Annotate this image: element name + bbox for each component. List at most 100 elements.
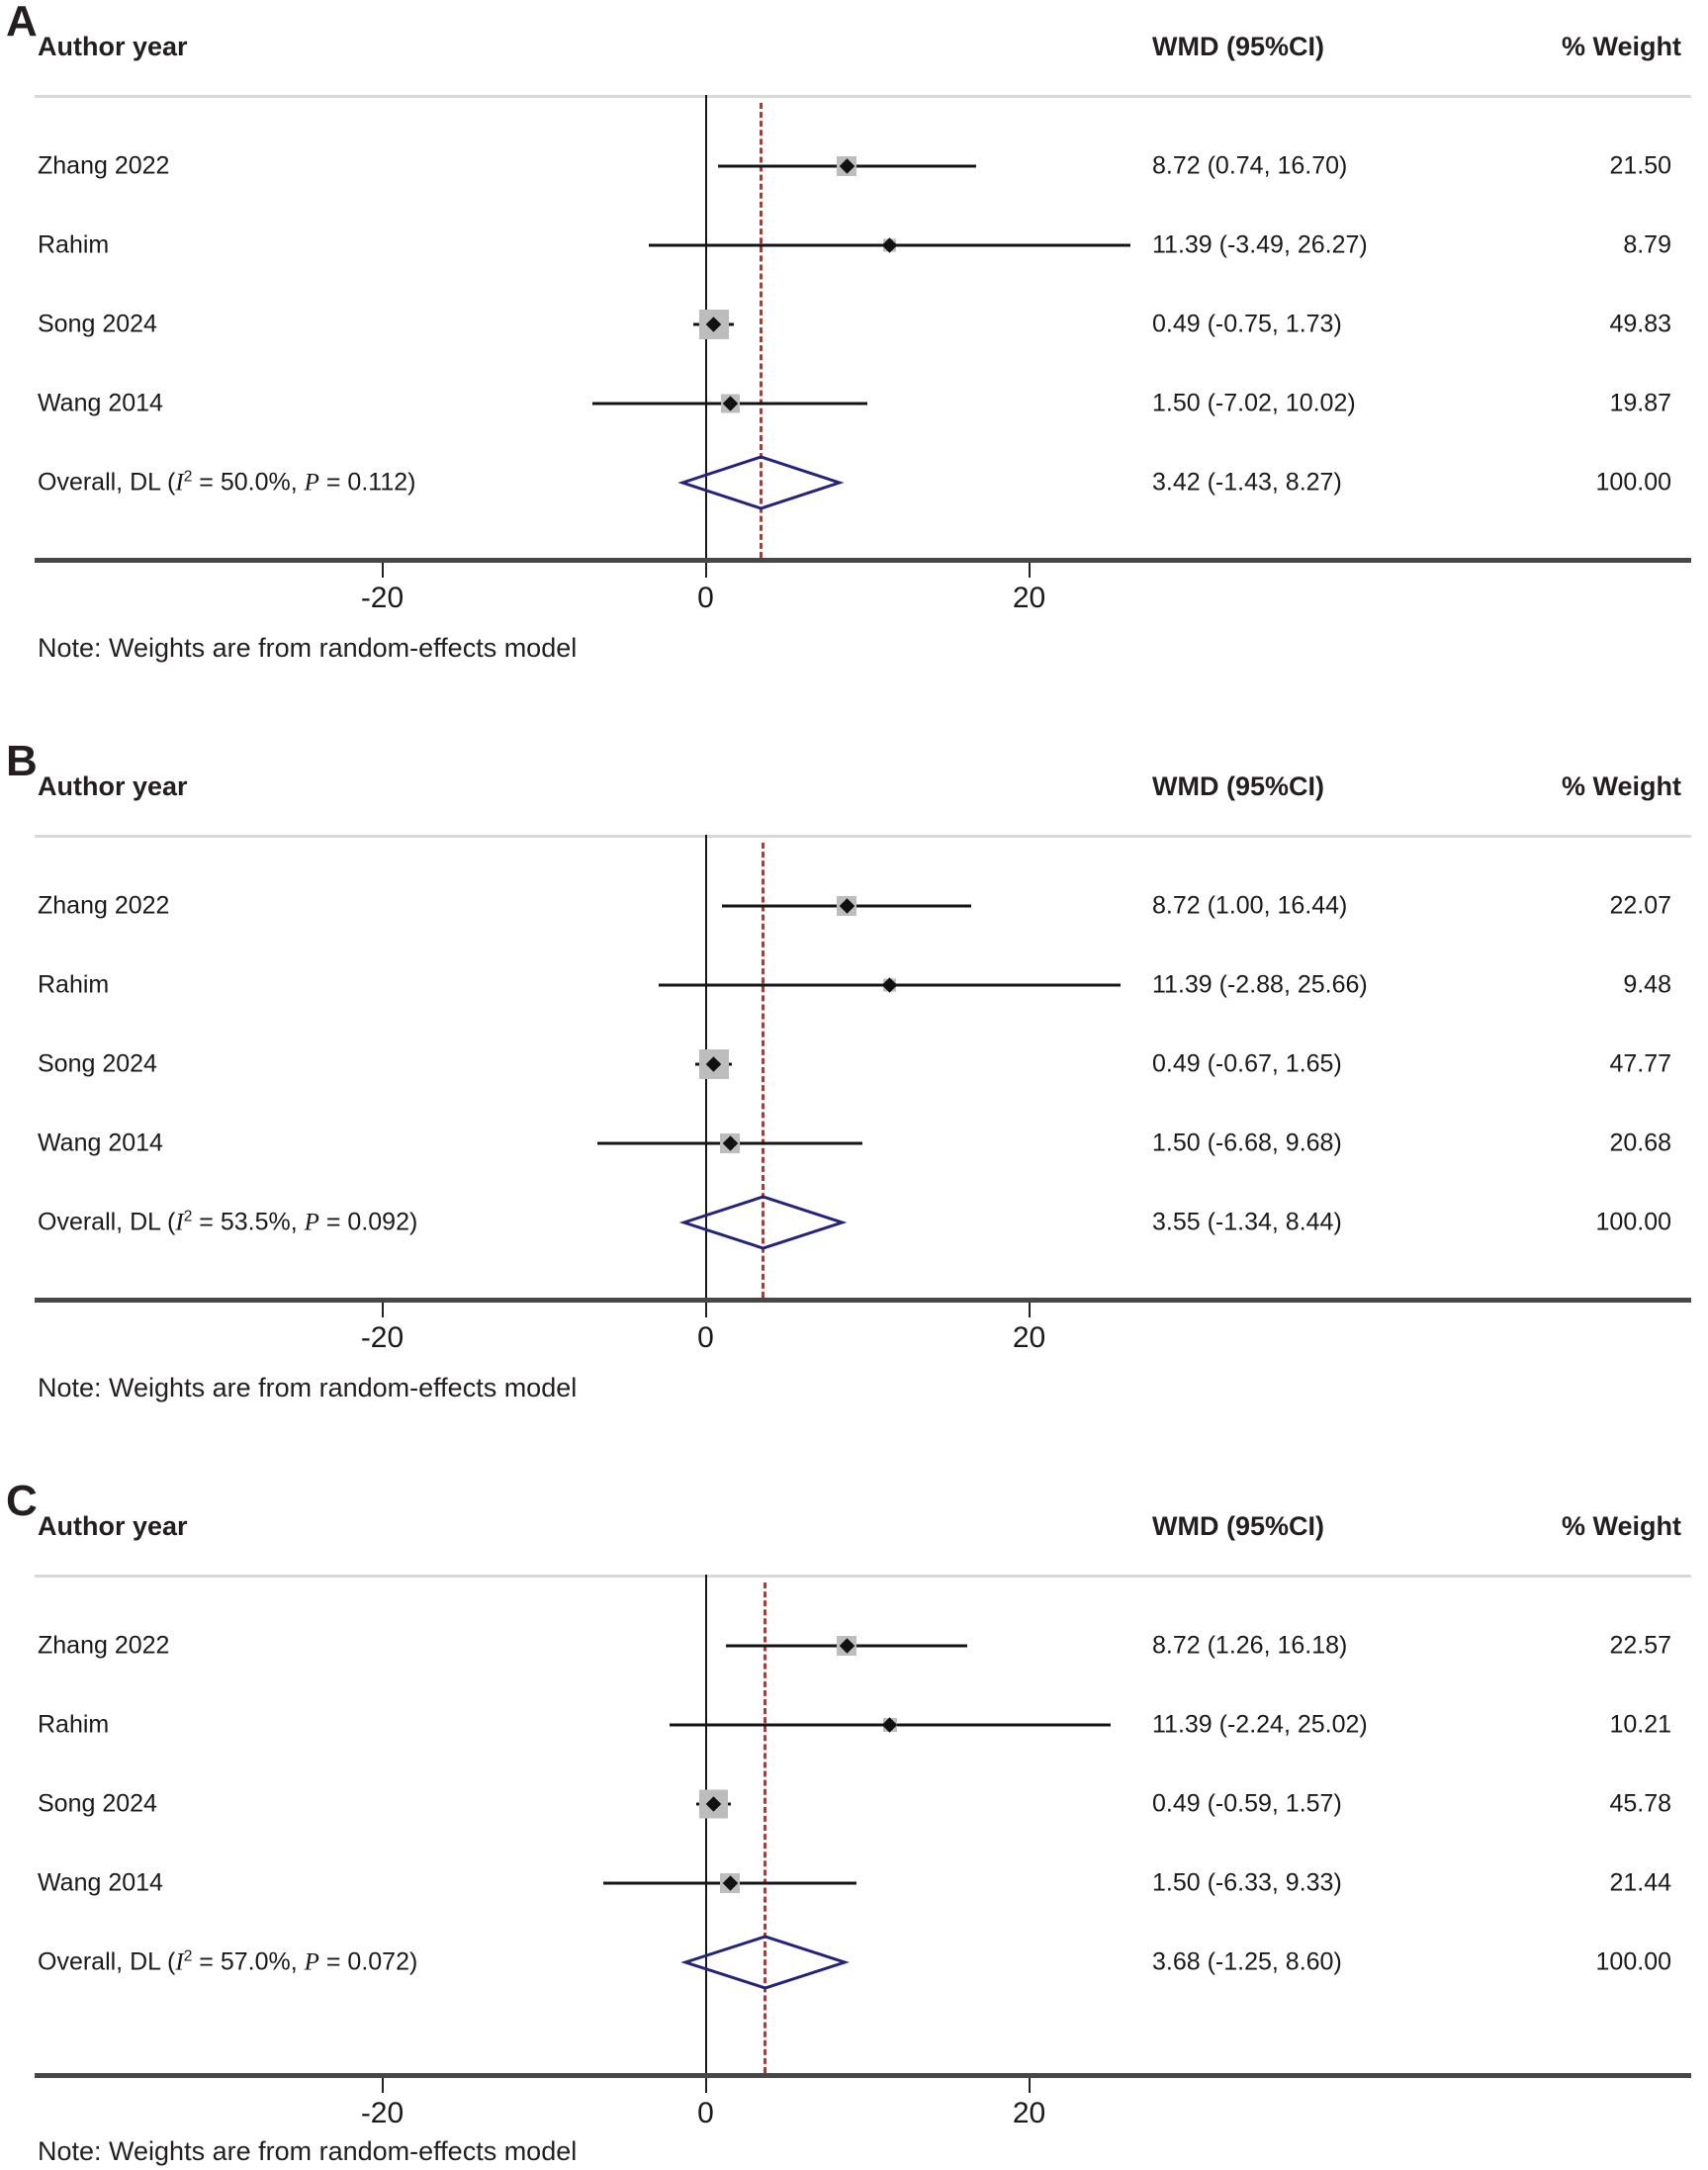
tick-label: -20 xyxy=(360,2097,405,2129)
column-header-weight: % Weight xyxy=(1562,1511,1681,1541)
panel-c: C Author year WMD (95%CI) % Weight Zhang… xyxy=(0,1480,1708,2170)
header-rule xyxy=(35,835,1691,838)
study-row: Song 2024 0.49 (-0.59, 1.57) 45.78 xyxy=(0,1764,1708,1844)
panel-c-letter: C xyxy=(6,1477,38,1525)
study-label: Wang 2014 xyxy=(38,389,163,417)
overall-wmd-value: 3.55 (-1.34, 8.44) xyxy=(1152,1208,1342,1236)
panel-b: B Author year WMD (95%CI) % Weight Zhang… xyxy=(0,740,1708,1480)
tick-mark xyxy=(381,1303,384,1317)
panel-a: A Author year WMD (95%CI) % Weight Zhang… xyxy=(0,0,1708,740)
wmd-value: 1.50 (-6.68, 9.68) xyxy=(1152,1129,1342,1157)
x-axis-tick: 0 xyxy=(667,563,746,615)
tick-label: -20 xyxy=(360,582,405,614)
zero-reference-line xyxy=(705,1575,707,2075)
column-header-weight: % Weight xyxy=(1562,771,1681,801)
wmd-value: 1.50 (-6.33, 9.33) xyxy=(1152,1868,1342,1897)
weight-value: 20.68 xyxy=(1609,1129,1671,1157)
x-axis-tick: 20 xyxy=(990,563,1069,615)
overall-row: Overall, DL (I2 = 53.5%, P = 0.092) 3.55… xyxy=(0,1183,1708,1262)
overall-estimate-dashed-line xyxy=(764,1582,767,2073)
wmd-value: 8.72 (1.00, 16.44) xyxy=(1152,891,1348,920)
wmd-value: 11.39 (-3.49, 26.27) xyxy=(1152,230,1368,259)
tick-label: 0 xyxy=(697,582,714,614)
overall-estimate-dashed-line xyxy=(759,103,763,558)
study-label: Wang 2014 xyxy=(38,1868,163,1897)
header-rule xyxy=(35,95,1691,98)
panel-a-letter: A xyxy=(6,0,38,45)
weight-value: 9.48 xyxy=(1623,970,1671,999)
study-label: Rahim xyxy=(38,970,110,999)
wmd-value: 0.49 (-0.75, 1.73) xyxy=(1152,310,1342,338)
x-axis-tick: 0 xyxy=(667,2078,746,2130)
weight-value: 22.57 xyxy=(1609,1631,1671,1660)
study-label: Rahim xyxy=(38,230,110,259)
tick-mark xyxy=(704,563,707,578)
x-axis-line xyxy=(35,558,1691,563)
column-header-weight: % Weight xyxy=(1562,32,1681,61)
weight-value: 22.07 xyxy=(1609,891,1671,920)
study-label: Zhang 2022 xyxy=(38,151,170,180)
study-row: Zhang 2022 8.72 (1.00, 16.44) 22.07 xyxy=(0,866,1708,946)
tick-mark xyxy=(1028,1303,1031,1317)
study-label: Rahim xyxy=(38,1710,110,1739)
study-row: Rahim 11.39 (-3.49, 26.27) 8.79 xyxy=(0,206,1708,285)
study-row: Wang 2014 1.50 (-6.68, 9.68) 20.68 xyxy=(0,1104,1708,1183)
overall-estimate-dashed-line xyxy=(762,843,765,1298)
overall-weight-value: 100.00 xyxy=(1595,1947,1671,1976)
tick-label: 20 xyxy=(1012,582,1046,614)
study-row: Wang 2014 1.50 (-7.02, 10.02) 19.87 xyxy=(0,364,1708,443)
overall-weight-value: 100.00 xyxy=(1595,1208,1671,1236)
tick-mark xyxy=(704,2078,707,2093)
study-label: Song 2024 xyxy=(38,1789,157,1818)
x-axis-line xyxy=(35,2073,1691,2078)
study-label: Zhang 2022 xyxy=(38,891,170,920)
study-row: Song 2024 0.49 (-0.75, 1.73) 49.83 xyxy=(0,285,1708,364)
x-axis-tick: -20 xyxy=(343,1303,422,1355)
weights-note: Note: Weights are from random-effects mo… xyxy=(38,2136,578,2166)
x-axis-tick: 0 xyxy=(667,1303,746,1355)
wmd-value: 0.49 (-0.59, 1.57) xyxy=(1152,1789,1342,1818)
tick-mark xyxy=(381,563,384,578)
wmd-value: 11.39 (-2.88, 25.66) xyxy=(1152,970,1368,999)
wmd-value: 1.50 (-7.02, 10.02) xyxy=(1152,389,1356,417)
column-header-wmd: WMD (95%CI) xyxy=(1152,1511,1324,1541)
column-header-author-year: Author year xyxy=(38,32,188,61)
study-row: Rahim 11.39 (-2.88, 25.66) 9.48 xyxy=(0,946,1708,1025)
x-axis-tick: -20 xyxy=(343,2078,422,2130)
x-axis-tick: 20 xyxy=(990,2078,1069,2130)
overall-label: Overall, DL (I2 = 53.5%, P = 0.092) xyxy=(38,1208,418,1236)
wmd-value: 0.49 (-0.67, 1.65) xyxy=(1152,1049,1342,1078)
overall-weight-value: 100.00 xyxy=(1595,468,1671,497)
column-header-wmd: WMD (95%CI) xyxy=(1152,32,1324,61)
overall-wmd-value: 3.42 (-1.43, 8.27) xyxy=(1152,468,1342,497)
wmd-value: 11.39 (-2.24, 25.02) xyxy=(1152,1710,1368,1739)
weight-value: 47.77 xyxy=(1609,1049,1671,1078)
study-row: Wang 2014 1.50 (-6.33, 9.33) 21.44 xyxy=(0,1844,1708,1923)
study-label: Zhang 2022 xyxy=(38,1631,170,1660)
column-header-author-year: Author year xyxy=(38,1511,188,1541)
weight-value: 8.79 xyxy=(1623,230,1671,259)
study-row: Zhang 2022 8.72 (0.74, 16.70) 21.50 xyxy=(0,127,1708,206)
tick-label: 20 xyxy=(1012,1321,1046,1354)
wmd-value: 8.72 (1.26, 16.18) xyxy=(1152,1631,1348,1660)
weight-value: 45.78 xyxy=(1609,1789,1671,1818)
header-rule xyxy=(35,1575,1691,1578)
weights-note: Note: Weights are from random-effects mo… xyxy=(38,1373,578,1402)
weight-value: 21.44 xyxy=(1609,1868,1671,1897)
tick-label: 20 xyxy=(1012,2097,1046,2129)
weight-value: 19.87 xyxy=(1609,389,1671,417)
tick-mark xyxy=(1028,2078,1031,2093)
column-header-wmd: WMD (95%CI) xyxy=(1152,771,1324,801)
study-row: Zhang 2022 8.72 (1.26, 16.18) 22.57 xyxy=(0,1606,1708,1685)
overall-row: Overall, DL (I2 = 57.0%, P = 0.072) 3.68… xyxy=(0,1923,1708,2002)
tick-label: 0 xyxy=(697,1321,714,1354)
x-axis-tick: -20 xyxy=(343,563,422,615)
x-axis-tick: 20 xyxy=(990,1303,1069,1355)
weights-note: Note: Weights are from random-effects mo… xyxy=(38,633,578,663)
panel-b-letter: B xyxy=(6,737,38,785)
weight-value: 10.21 xyxy=(1609,1710,1671,1739)
overall-label: Overall, DL (I2 = 57.0%, P = 0.072) xyxy=(38,1947,418,1976)
study-row: Rahim 11.39 (-2.24, 25.02) 10.21 xyxy=(0,1685,1708,1764)
x-axis-line xyxy=(35,1298,1691,1303)
tick-label: 0 xyxy=(697,2097,714,2129)
